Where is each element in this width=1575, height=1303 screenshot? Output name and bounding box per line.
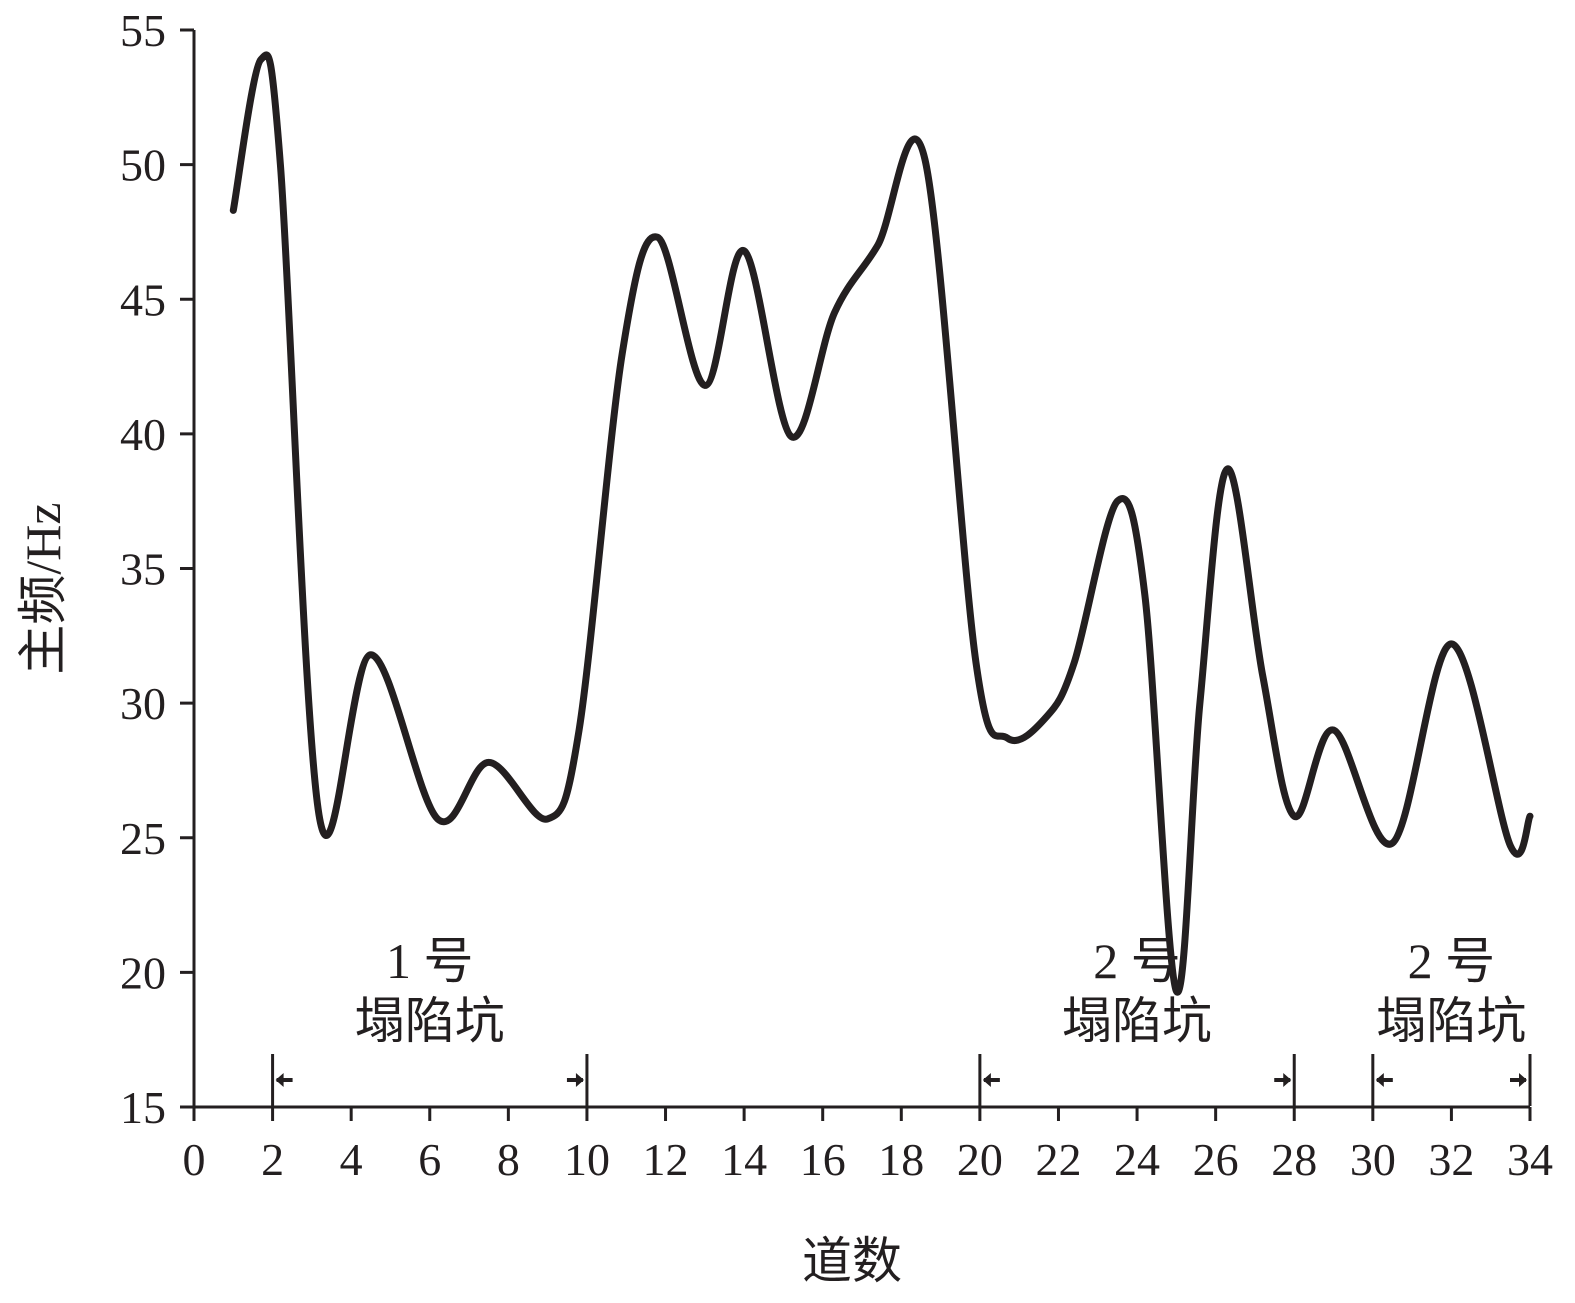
range-left-arrow-head	[1375, 1073, 1384, 1087]
series-line	[229, 51, 1534, 996]
y-tick-label: 45	[120, 274, 166, 325]
annotation-line2: 塌陷坑	[355, 993, 505, 1049]
y-ticks: 15 20 25 30 35 40 45 50 55	[120, 5, 194, 1133]
x-ticks: 0 2 4 6 8 10 12 14 16 18 20 22 24 26 28 30 32 34	[183, 1107, 1553, 1185]
x-tick-label: 30	[1350, 1134, 1396, 1185]
x-tick-label: 0	[183, 1134, 206, 1185]
annotation-line1: 1 号	[386, 933, 474, 989]
x-tick-label: 24	[1114, 1134, 1160, 1185]
x-tick-label: 32	[1428, 1134, 1474, 1185]
range-left-arrow-head	[982, 1073, 991, 1087]
y-tick-label: 55	[120, 5, 166, 56]
x-tick-label: 20	[957, 1134, 1003, 1185]
x-tick-label: 16	[800, 1134, 846, 1185]
annotation-line2: 塌陷坑	[1062, 993, 1212, 1049]
y-tick-label: 50	[120, 140, 166, 191]
x-tick-label: 12	[643, 1134, 689, 1185]
x-tick-label: 4	[340, 1134, 363, 1185]
annotation-line1: 2 号	[1093, 933, 1181, 989]
x-tick-label: 2	[261, 1134, 284, 1185]
annotation-line2: 塌陷坑	[1376, 993, 1526, 1049]
range-right-arrow-head	[575, 1073, 584, 1087]
x-tick-label: 6	[418, 1134, 441, 1185]
range-right-arrow-head	[1283, 1073, 1292, 1087]
x-tick-label: 8	[497, 1134, 520, 1185]
x-tick-label: 10	[564, 1134, 610, 1185]
y-tick-label: 20	[120, 947, 166, 998]
x-tick-label: 18	[878, 1134, 924, 1185]
y-axis-label: 主频/Hz	[15, 502, 71, 674]
y-tick-label: 40	[120, 409, 166, 460]
x-tick-label: 28	[1271, 1134, 1317, 1185]
annotation-line1: 2 号	[1408, 933, 1496, 989]
x-tick-label: 14	[721, 1134, 767, 1185]
x-tick-label: 34	[1507, 1134, 1553, 1185]
y-tick-label: 35	[120, 544, 166, 595]
x-axis-label: 道数	[802, 1233, 902, 1289]
range-right-arrow-head	[1519, 1073, 1527, 1087]
x-tick-label: 22	[1035, 1134, 1081, 1185]
x-tick-label: 26	[1193, 1134, 1239, 1185]
range-left-arrow-head	[275, 1073, 284, 1087]
y-tick-label: 30	[120, 678, 166, 729]
y-tick-label: 25	[120, 813, 166, 864]
y-tick-label: 15	[120, 1082, 166, 1133]
